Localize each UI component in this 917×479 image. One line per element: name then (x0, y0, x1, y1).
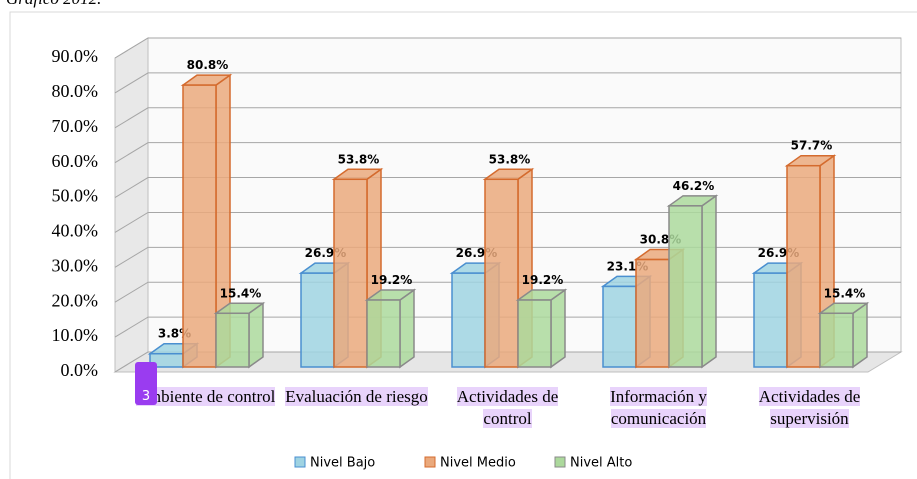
grid-line (114, 246, 901, 268)
grid-line (114, 142, 901, 164)
grid-line (114, 72, 901, 94)
value-label: 53.8% (489, 152, 531, 166)
bar-front (182, 84, 217, 368)
y-tick-label: 60.0% (52, 151, 99, 171)
x-tick-text: Evaluación de riesgo (285, 387, 428, 406)
y-tick-label: 90.0% (52, 46, 99, 66)
x-tick-label: Actividades de supervisión (735, 386, 885, 430)
bar (817, 301, 870, 369)
bar (213, 301, 266, 369)
legend-swatch (554, 456, 566, 468)
y-tick-label: 80.0% (52, 81, 99, 101)
bar-front (215, 312, 250, 368)
bar (515, 288, 568, 369)
value-label: 19.2% (371, 273, 413, 287)
y-tick-label: 30.0% (52, 255, 99, 275)
value-label: 15.4% (220, 286, 262, 300)
bar-side (248, 301, 264, 369)
legend-swatch (294, 456, 306, 468)
legend-swatch (424, 456, 436, 468)
value-label: 15.4% (824, 286, 866, 300)
bar-front (786, 164, 821, 368)
bar-front (602, 285, 637, 368)
legend-label: Nivel Medio (440, 456, 516, 471)
bar (331, 167, 384, 369)
y-tick-label: 40.0% (52, 221, 99, 241)
grid-line (114, 107, 901, 129)
x-tick-label: Actividades de control (433, 386, 583, 430)
side-wall (114, 37, 149, 373)
y-tick-label: 10.0% (52, 325, 99, 345)
bar-front (333, 178, 368, 368)
y-tick-label: 20.0% (52, 290, 99, 310)
bar-front (753, 272, 788, 368)
caption: Gráfico 2012. (6, 0, 101, 9)
chart-border (9, 11, 917, 479)
bar-front (451, 272, 486, 368)
value-label: 46.2% (673, 179, 715, 193)
bar-side (852, 301, 868, 369)
bar-side (701, 194, 717, 369)
y-tick-label: 0.0% (61, 360, 99, 380)
grid-line (114, 211, 901, 233)
legend-label: Nivel Bajo (310, 456, 375, 471)
y-tick-label: 70.0% (52, 116, 99, 136)
grid-line (114, 37, 901, 59)
legend-label: Nivel Alto (570, 456, 632, 471)
bar-front (366, 299, 401, 368)
x-tick-label: Ambiente de control (131, 386, 281, 408)
bar-side (399, 288, 415, 369)
x-tick-text: Actividades de control (456, 387, 559, 428)
value-label: 80.8% (187, 58, 229, 72)
x-tick-text: Información y comunicación (610, 387, 707, 428)
bar-front (300, 272, 335, 368)
value-label: 53.8% (338, 152, 380, 166)
y-tick-label: 50.0% (52, 186, 99, 206)
bar (364, 288, 417, 369)
bar-side (550, 288, 566, 369)
bar-front (484, 178, 519, 368)
bar-front (517, 299, 552, 368)
x-tick-text: Actividades de supervisión (758, 387, 861, 428)
bar-front (635, 258, 670, 368)
value-label: 19.2% (522, 273, 564, 287)
x-tick-label: Información y comunicación (584, 386, 734, 430)
bar-front (819, 312, 854, 368)
badge: 3 (135, 362, 157, 405)
x-tick-label: Evaluación de riesgo (282, 386, 432, 408)
value-label: 57.7% (791, 139, 833, 153)
grid-line (114, 177, 901, 198)
bar (666, 194, 719, 369)
x-tick-text: Ambiente de control (135, 387, 276, 406)
bar-front (668, 205, 703, 368)
